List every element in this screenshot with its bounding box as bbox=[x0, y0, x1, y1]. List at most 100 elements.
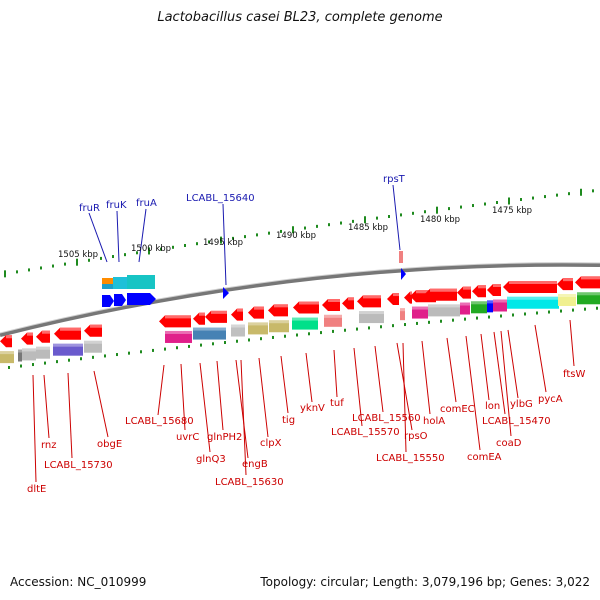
scale-dot bbox=[196, 242, 198, 246]
scale-dot bbox=[340, 221, 342, 225]
lower-dot bbox=[140, 350, 142, 354]
leader-pycA bbox=[534, 324, 547, 393]
cog-bar-highlight bbox=[487, 300, 493, 304]
scale-dot bbox=[40, 266, 42, 270]
LCABL_15640-arrow bbox=[223, 287, 229, 299]
leader-LCABL_15560 bbox=[374, 345, 384, 413]
lower-dot bbox=[536, 311, 538, 315]
label-comEC: comEC bbox=[440, 404, 475, 415]
reverse-gene-highlight bbox=[254, 306, 264, 310]
accession-text: Accession: NC_010999 bbox=[10, 575, 147, 589]
cog-bar-highlight bbox=[400, 308, 405, 312]
leader-clpX bbox=[258, 357, 269, 438]
scale-dot bbox=[400, 213, 402, 217]
leader-ylbG bbox=[507, 329, 519, 399]
leader-rnz bbox=[43, 374, 50, 439]
leader-uvrC bbox=[180, 363, 186, 431]
scale-dot bbox=[292, 226, 294, 234]
bottom-label-lines bbox=[32, 319, 575, 483]
lower-dot bbox=[368, 326, 370, 330]
label-obgE: obgE bbox=[97, 439, 122, 450]
label-fruA: fruA bbox=[136, 198, 157, 209]
reverse-gene-highlight bbox=[60, 327, 81, 331]
scale-dot bbox=[448, 207, 450, 211]
cog-color-bar bbox=[22, 348, 36, 361]
cog-color-bar bbox=[0, 351, 14, 364]
label-fruR: fruR bbox=[79, 203, 100, 214]
scale-dot bbox=[472, 204, 474, 208]
lower-dot bbox=[560, 309, 562, 313]
cog-color-bar bbox=[53, 343, 83, 356]
cog-bar-highlight bbox=[493, 299, 507, 303]
label-dltE: dltE bbox=[27, 484, 46, 495]
label-rnz: rnz bbox=[41, 440, 57, 451]
lower-dot bbox=[440, 319, 442, 323]
scale-dot bbox=[520, 198, 522, 202]
lower-dot bbox=[356, 327, 358, 331]
cog-bar-highlight bbox=[460, 302, 470, 306]
label-LCABL_15550: LCABL_15550 bbox=[376, 453, 445, 464]
fruR-bar-2 bbox=[102, 284, 113, 289]
label-comEA: comEA bbox=[467, 452, 502, 463]
lower-dot bbox=[248, 338, 250, 342]
cog-color-bar bbox=[400, 308, 405, 321]
lower-dot bbox=[176, 346, 178, 350]
label-ylbG: ylbG bbox=[510, 399, 533, 410]
label-ftsW: ftsW bbox=[563, 369, 585, 380]
scale-dot bbox=[544, 195, 546, 199]
fruK-bar bbox=[113, 277, 127, 289]
scale-dot bbox=[496, 201, 498, 205]
lower-dot bbox=[116, 353, 118, 357]
reverse-strand-genes bbox=[0, 276, 600, 348]
scale-dot bbox=[64, 262, 66, 266]
scale-dot bbox=[244, 235, 246, 239]
fruA-arrow bbox=[127, 293, 156, 305]
scale-track bbox=[4, 188, 594, 278]
label-LCABL_15470: LCABL_15470 bbox=[482, 416, 551, 427]
cog-bar-highlight bbox=[84, 340, 102, 344]
genome-backbone-highlight bbox=[0, 262, 600, 334]
lower-dot bbox=[548, 310, 550, 314]
lower-dot bbox=[404, 323, 406, 327]
leader-holA bbox=[421, 340, 431, 415]
label-LCABL_15560: LCABL_15560 bbox=[352, 413, 421, 424]
top-label-lines bbox=[88, 184, 401, 286]
label-LCABL_15570: LCABL_15570 bbox=[331, 427, 400, 438]
label-LCABL_15640: LCABL_15640 bbox=[186, 193, 255, 204]
scale-dot bbox=[304, 226, 306, 230]
leader-lon bbox=[480, 333, 490, 401]
cog-bar-highlight bbox=[577, 292, 600, 296]
lower-dot bbox=[260, 337, 262, 341]
scale-dot bbox=[328, 223, 330, 227]
lower-dot bbox=[8, 366, 10, 370]
cog-color-bar bbox=[292, 317, 318, 330]
scale-dot bbox=[316, 224, 318, 228]
lower-dot bbox=[68, 358, 70, 362]
reverse-gene-highlight bbox=[509, 280, 557, 284]
scale-dot bbox=[88, 258, 90, 262]
lower-dot bbox=[512, 313, 514, 317]
scale-dot bbox=[28, 268, 30, 272]
top-labels: fruR fruK fruA LCABL_15640 rpsT bbox=[79, 174, 406, 214]
scale-dot bbox=[160, 247, 162, 251]
label-tig: tig bbox=[282, 415, 295, 426]
leader-dltE bbox=[32, 374, 37, 483]
cog-bar-highlight bbox=[324, 314, 342, 318]
label-coaD: coaD bbox=[496, 438, 522, 449]
scale-dot bbox=[376, 216, 378, 220]
cog-color-bar bbox=[577, 292, 600, 305]
cog-color-bar bbox=[460, 302, 470, 315]
lower-dot bbox=[212, 342, 214, 346]
scale-dot bbox=[16, 270, 18, 274]
reverse-gene-highlight bbox=[348, 297, 354, 301]
cog-bar-highlight bbox=[22, 348, 36, 352]
lower-dot bbox=[476, 316, 478, 320]
scale-dot bbox=[220, 236, 222, 244]
lower-dot bbox=[464, 317, 466, 321]
reverse-gene-highlight bbox=[199, 312, 205, 316]
rpsT-bar bbox=[399, 251, 403, 263]
reverse-strand-bars bbox=[0, 292, 600, 364]
cog-color-bar bbox=[165, 330, 192, 343]
reverse-gene-highlight bbox=[90, 324, 102, 328]
cog-color-bar bbox=[231, 324, 245, 337]
